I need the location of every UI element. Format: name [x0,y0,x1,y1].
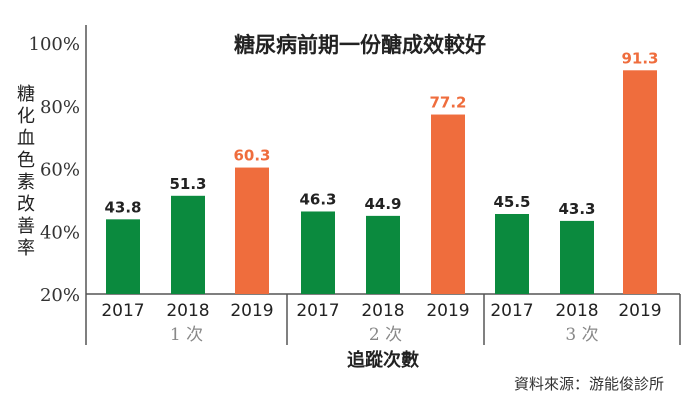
bar-2019 [623,70,657,294]
data-label: 77.2 [429,94,466,112]
bar-2018 [171,195,205,294]
data-label: 91.3 [621,49,658,67]
bar-2017 [495,213,529,294]
y-tick-label: 100% [29,34,80,55]
bar-2018 [366,215,400,294]
y-axis-label: 糖化血色素改善率 [17,84,35,259]
data-label: 46.3 [299,190,336,208]
data-label: 43.3 [558,200,595,218]
data-label: 51.3 [169,175,206,193]
x-tick-label: 2018 [166,301,209,321]
data-label: 43.8 [104,198,141,216]
data-label: 45.5 [493,193,530,211]
source-note: 資料來源：游能俊診所 [514,375,664,393]
x-tick-label: 2017 [101,301,144,321]
chart-title: 糖尿病前期一份醣成效較好 [234,32,486,57]
x-tick-label: 2018 [555,301,598,321]
x-tick-label: 2018 [361,301,404,321]
group-label: 2 次 [369,325,402,345]
x-tick-label: 2019 [426,301,469,321]
group-label: 3 次 [565,325,598,345]
bar-2019 [235,167,269,294]
y-tick-label: 20% [40,285,80,306]
y-tick-label: 60% [40,160,80,181]
y-tick-label: 40% [40,222,80,243]
x-tick-label: 2019 [230,301,273,321]
group-label: 1 次 [170,325,203,345]
bar-2018 [560,220,594,294]
x-axis-label: 追蹤次數 [347,349,419,371]
bar-2019 [431,114,465,294]
bar-2017 [301,211,335,294]
x-tick-label: 2019 [618,301,661,321]
x-tick-label: 2017 [490,301,533,321]
x-tick-label: 2017 [296,301,339,321]
data-label: 44.9 [364,195,401,213]
bar-2017 [106,219,140,294]
y-tick-label: 80% [40,97,80,118]
data-label: 60.3 [233,147,270,165]
